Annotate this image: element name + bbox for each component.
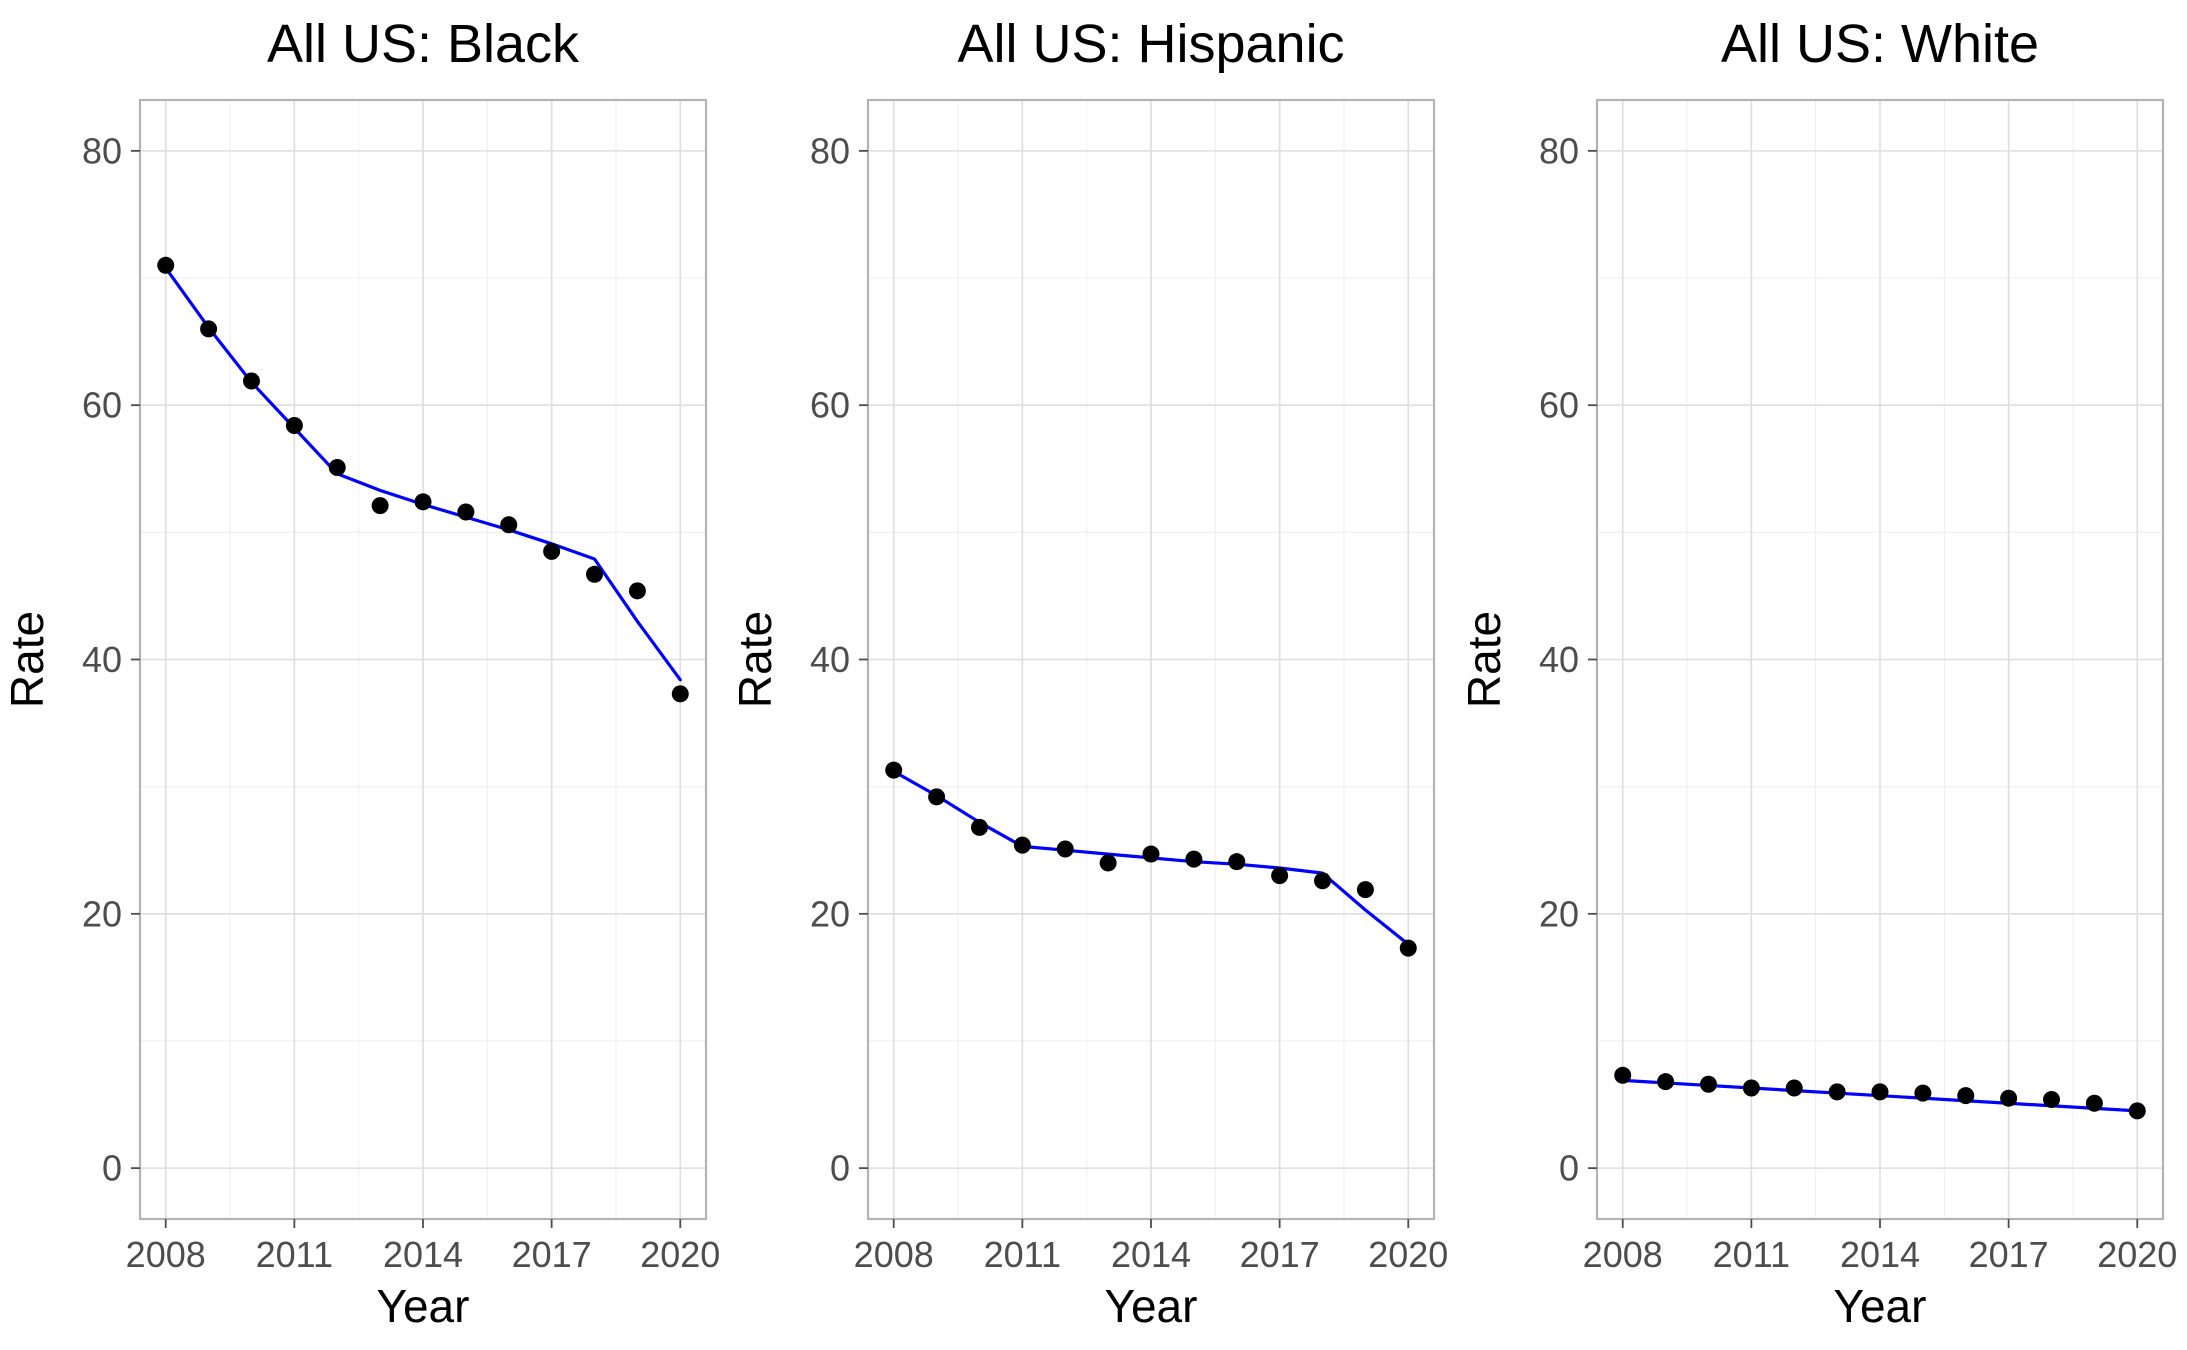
data-point — [328, 458, 346, 476]
data-point — [1742, 1079, 1760, 1097]
data-point — [371, 497, 389, 515]
y-tick-label: 20 — [82, 893, 122, 934]
x-tick-label: 2011 — [1713, 1234, 1790, 1275]
y-tick-label: 40 — [1539, 639, 1579, 680]
panel-black: 0 20 40 60 80 2008 2011 2014 2017 2020 All US: Bla… — [1, 14, 720, 1332]
data-point — [1871, 1083, 1889, 1101]
y-tick-label: 60 — [810, 385, 850, 426]
y-tick-label: 0 — [102, 1148, 122, 1189]
data-point — [885, 761, 903, 779]
data-point — [2085, 1094, 2103, 1112]
panel-title: All US: Hispanic — [957, 14, 1344, 74]
data-point — [1614, 1066, 1632, 1084]
y-tick-label: 40 — [810, 639, 850, 680]
data-point — [1271, 867, 1289, 885]
x-tick-label: 2020 — [640, 1234, 720, 1275]
data-point — [628, 582, 646, 600]
data-point — [1914, 1084, 1932, 1102]
panel-white: 0 20 40 60 80 2008 2011 2014 2017 2020 All US: Whi… — [1458, 14, 2177, 1332]
y-tick-label: 60 — [82, 385, 122, 426]
x-tick-label: 2008 — [126, 1234, 206, 1275]
y-tick-label: 80 — [1539, 130, 1579, 171]
x-axis-title: Year — [1834, 1280, 1927, 1332]
y-tick-label: 0 — [1559, 1148, 1579, 1189]
data-point — [2000, 1089, 2018, 1107]
y-tick-label: 20 — [1539, 893, 1579, 934]
data-point — [200, 320, 218, 338]
data-point — [414, 493, 432, 511]
x-tick-label: 2014 — [383, 1234, 463, 1275]
data-point — [1099, 854, 1117, 872]
x-tick-label: 2017 — [1969, 1234, 2049, 1275]
data-point — [1142, 845, 1160, 863]
x-tick-label: 2011 — [984, 1234, 1061, 1275]
y-axis-title: Rate — [729, 611, 781, 708]
data-point — [671, 685, 689, 703]
y-tick-label: 40 — [82, 639, 122, 680]
x-tick-label: 2008 — [854, 1234, 934, 1275]
x-tick-label: 2017 — [1240, 1234, 1320, 1275]
x-tick-label: 2020 — [1368, 1234, 1448, 1275]
y-tick-label: 20 — [810, 893, 850, 934]
data-point — [1699, 1075, 1717, 1093]
x-tick-label: 2020 — [2097, 1234, 2177, 1275]
data-point — [457, 503, 475, 521]
x-axis-title: Year — [1105, 1280, 1198, 1332]
data-point — [970, 818, 988, 836]
data-point — [1228, 853, 1246, 871]
x-tick-label: 2008 — [1583, 1234, 1663, 1275]
data-point — [1013, 836, 1031, 854]
data-point — [1828, 1083, 1846, 1101]
data-point — [1785, 1079, 1803, 1097]
data-point — [500, 516, 518, 534]
panel-hispanic: 0 20 40 60 80 2008 2011 2014 2017 2020 All US: His… — [729, 14, 1448, 1332]
panel-title: All US: Black — [267, 14, 580, 74]
data-point — [928, 788, 946, 806]
data-point — [2043, 1090, 2061, 1108]
x-axis-title: Year — [377, 1280, 470, 1332]
y-tick-label: 80 — [82, 130, 122, 171]
data-point — [157, 256, 175, 274]
data-point — [285, 417, 303, 435]
x-tick-label: 2011 — [256, 1234, 333, 1275]
y-tick-label: 0 — [830, 1148, 850, 1189]
panel-title: All US: White — [1721, 14, 2039, 74]
x-tick-label: 2014 — [1840, 1234, 1920, 1275]
data-point — [586, 565, 604, 583]
data-point — [1185, 850, 1203, 868]
y-tick-label: 80 — [810, 130, 850, 171]
data-point — [1314, 872, 1332, 890]
data-point — [1356, 881, 1374, 899]
data-point — [1957, 1087, 1975, 1105]
y-axis-title: Rate — [1, 611, 53, 708]
data-point — [1399, 939, 1417, 957]
data-point — [2128, 1102, 2146, 1120]
data-point — [1657, 1073, 1675, 1091]
y-axis-title: Rate — [1458, 611, 1510, 708]
x-tick-label: 2014 — [1111, 1234, 1191, 1275]
x-tick-label: 2017 — [512, 1234, 592, 1275]
data-point — [1056, 840, 1074, 858]
y-tick-label: 60 — [1539, 385, 1579, 426]
data-point — [543, 542, 561, 560]
data-point — [242, 372, 260, 390]
